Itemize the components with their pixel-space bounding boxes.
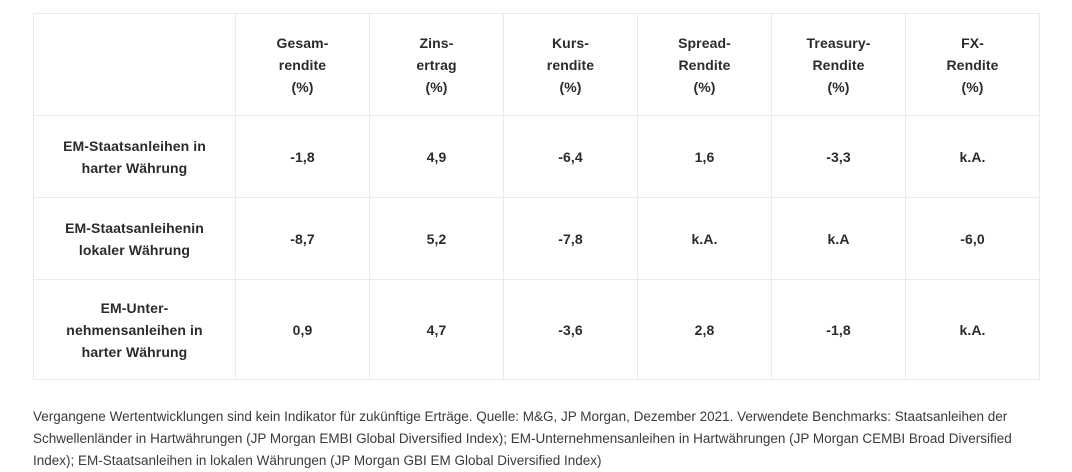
- value-cell: -1,8: [771, 279, 906, 380]
- table-row-em-unternehmensanleihen: EM-Unter- nehmensanleihen in harter Währ…: [33, 279, 1040, 380]
- value-cell: k.A.: [637, 197, 772, 280]
- header-row: Gesam- rendite (%) Zins- ertrag (%) Kurs…: [33, 13, 1040, 116]
- value-cell: 4,7: [369, 279, 504, 380]
- value-cell: 4,9: [369, 115, 504, 198]
- value-cell: -6,4: [503, 115, 638, 198]
- returns-table: Gesam- rendite (%) Zins- ertrag (%) Kurs…: [33, 13, 1040, 380]
- value-cell: -1,8: [235, 115, 370, 198]
- value-cell: k.A: [771, 197, 906, 280]
- header-cell-spread-rendite: Spread- Rendite (%): [637, 13, 772, 116]
- value-cell: k.A.: [905, 115, 1040, 198]
- value-cell: 0,9: [235, 279, 370, 380]
- table-row-em-staatsanleihen-hart: EM-Staatsanleihen in harter Währung -1,8…: [33, 115, 1040, 198]
- value-cell: -8,7: [235, 197, 370, 280]
- row-label-cell: EM-Unter- nehmensanleihen in harter Währ…: [33, 279, 236, 380]
- value-cell: 1,6: [637, 115, 772, 198]
- row-label-cell: EM-Staatsanleihen in harter Währung: [33, 115, 236, 198]
- value-cell: k.A.: [905, 279, 1040, 380]
- header-cell-fx-rendite: FX- Rendite (%): [905, 13, 1040, 116]
- value-cell: 5,2: [369, 197, 504, 280]
- corner-cell: [33, 13, 236, 116]
- value-cell: -7,8: [503, 197, 638, 280]
- footnote: Vergangene Wertentwicklungen sind kein I…: [33, 409, 1012, 468]
- value-cell: -3,6: [503, 279, 638, 380]
- header-cell-kursrendite: Kurs- rendite (%): [503, 13, 638, 116]
- value-cell: -3,3: [771, 115, 906, 198]
- row-label-cell: EM-Staatsanleihenin lokaler Währung: [33, 197, 236, 280]
- value-cell: 2,8: [637, 279, 772, 380]
- header-cell-zinsertrag: Zins- ertrag (%): [369, 13, 504, 116]
- header-cell-treasury-rendite: Treasury- Rendite (%): [771, 13, 906, 116]
- value-cell: -6,0: [905, 197, 1040, 280]
- header-cell-gesamrendite: Gesam- rendite (%): [235, 13, 370, 116]
- table-row-em-staatsanleihen-lokal: EM-Staatsanleihenin lokaler Währung -8,7…: [33, 197, 1040, 280]
